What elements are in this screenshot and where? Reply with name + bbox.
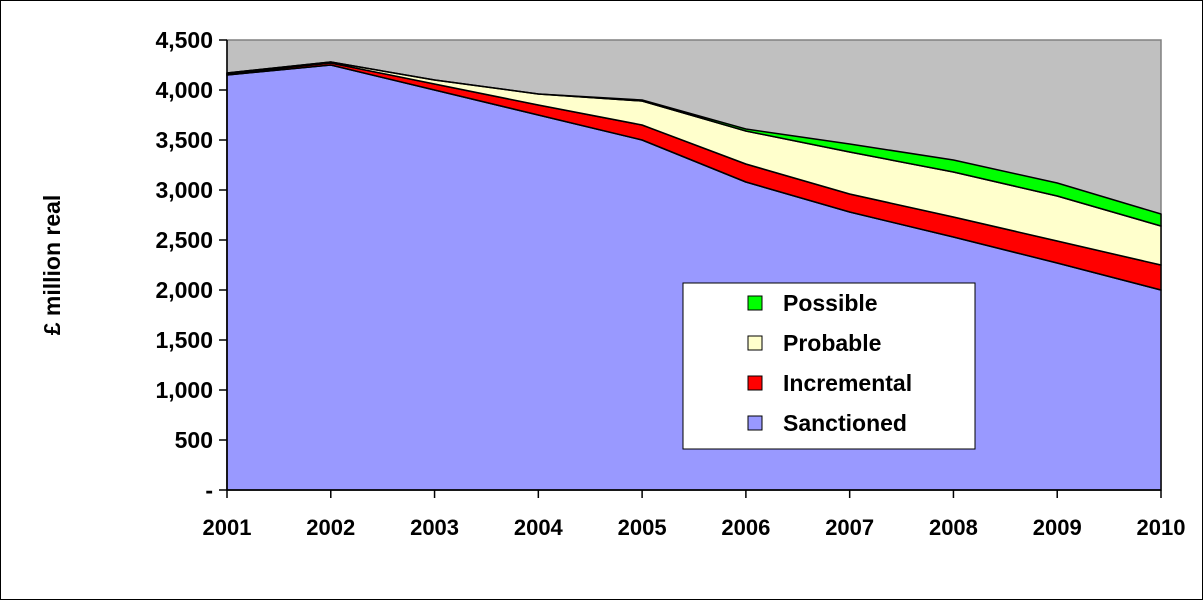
x-tick-label: 2009 bbox=[1033, 515, 1082, 540]
y-tick-label: 1,000 bbox=[155, 377, 213, 403]
x-tick-label: 2005 bbox=[618, 515, 667, 540]
y-tick-label: 3,000 bbox=[155, 177, 213, 203]
y-tick-label: 500 bbox=[175, 427, 213, 453]
legend-label-sanctioned: Sanctioned bbox=[783, 410, 907, 436]
x-tick-label: 2006 bbox=[721, 515, 770, 540]
legend-swatch-incremental bbox=[747, 375, 763, 391]
legend-swatch-sanctioned bbox=[747, 415, 763, 431]
y-tick-label: 1,500 bbox=[155, 327, 213, 353]
x-tick-label: 2007 bbox=[825, 515, 874, 540]
legend-swatch-probable bbox=[747, 335, 763, 351]
y-tick-label: 2,500 bbox=[155, 227, 213, 253]
legend-label-possible: Possible bbox=[783, 290, 878, 316]
y-tick-label: 2,000 bbox=[155, 277, 213, 303]
legend-label-incremental: Incremental bbox=[783, 370, 912, 396]
legend-box bbox=[682, 282, 976, 450]
area-possible bbox=[226, 61, 1162, 227]
x-axis-ticks: 2001 2002 2003 2004 2005 2006 2007 2008 2009 2010 bbox=[203, 490, 1186, 540]
y-tick-label: 4,500 bbox=[155, 27, 213, 53]
x-tick-label: 2003 bbox=[410, 515, 459, 540]
x-tick-label: 2001 bbox=[203, 515, 252, 540]
x-tick-label: 2010 bbox=[1137, 515, 1186, 540]
legend: Possible Probable Incremental Sanctioned bbox=[682, 282, 976, 450]
legend-swatch-possible bbox=[747, 295, 763, 311]
x-tick-label: 2004 bbox=[514, 515, 564, 540]
y-axis-ticks: - 500 1,000 1,500 2,000 2,500 3,000 3,500 4,000 4… bbox=[155, 27, 227, 503]
y-axis-title: £ million real bbox=[39, 195, 65, 336]
y-tick-label: - bbox=[205, 477, 213, 503]
x-tick-label: 2008 bbox=[929, 515, 978, 540]
x-tick-label: 2002 bbox=[306, 515, 355, 540]
legend-label-probable: Probable bbox=[783, 330, 881, 356]
y-tick-label: 3,500 bbox=[155, 127, 213, 153]
axes bbox=[226, 40, 1161, 491]
y-tick-label: 4,000 bbox=[155, 77, 213, 103]
